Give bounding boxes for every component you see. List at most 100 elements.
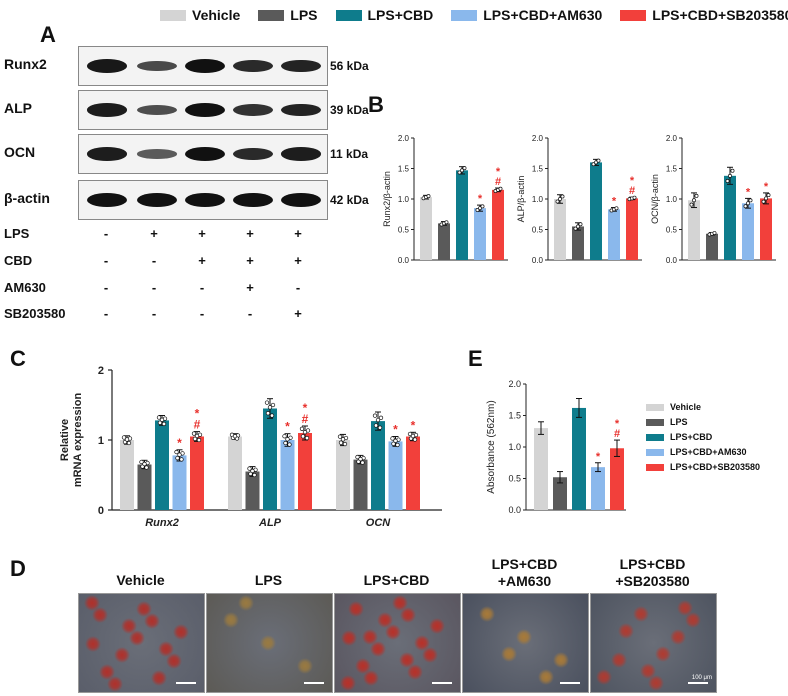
y-axis-label: Runx2/β-actin: [382, 171, 392, 227]
bar: [534, 428, 548, 510]
significance-mark: *: [285, 420, 290, 434]
bar: [706, 233, 718, 260]
bar: [371, 421, 385, 510]
significance-mark: #: [194, 418, 201, 432]
y-tick-label: 1.5: [666, 165, 678, 174]
y-tick-label: 1: [98, 435, 104, 447]
legend-swatch: [451, 9, 478, 21]
bar: [280, 440, 295, 510]
data-point: [743, 204, 748, 209]
data-point: [304, 435, 310, 441]
significance-mark: *: [411, 418, 416, 432]
bar: [388, 441, 403, 510]
legend-label: LPS: [670, 417, 688, 427]
legend-item: LPS: [646, 415, 786, 429]
data-point: [192, 436, 198, 442]
data-point: [426, 194, 431, 199]
data-point: [299, 426, 305, 431]
legend-label: LPS+CBD+SB203580: [652, 7, 788, 23]
data-point: [267, 405, 273, 410]
y-tick-label: 0.0: [532, 256, 544, 265]
treatment-label: SB203580: [4, 306, 66, 321]
scale-bar: [560, 682, 580, 684]
treatment-sign: -: [151, 253, 157, 268]
treatment-sign: +: [150, 226, 158, 241]
treatment-sign: -: [247, 306, 253, 321]
y-axis-label: ALP/β-actin: [516, 176, 526, 223]
bar: [438, 223, 450, 260]
kda-label: 42 kDa: [330, 193, 369, 207]
panel-d-label-line: LPS+CBD: [363, 572, 430, 588]
data-point: [390, 436, 395, 441]
legend-swatch: [160, 9, 186, 21]
treatment-sign: -: [295, 280, 301, 295]
panel-d-label-line: LPS+CBD: [491, 556, 558, 572]
bar: [724, 175, 736, 260]
legend-swatch: [620, 9, 647, 21]
data-point: [265, 411, 271, 416]
legend-swatch: [646, 433, 664, 441]
y-axis-label: OCN/β-actin: [650, 174, 660, 224]
data-point: [748, 198, 753, 203]
data-point: [746, 201, 750, 206]
data-point: [177, 452, 182, 457]
data-point: [194, 433, 200, 439]
data-point: [144, 465, 149, 470]
blot-band: [233, 147, 273, 161]
data-point: [302, 430, 308, 435]
bar: [245, 471, 260, 510]
data-point: [560, 194, 565, 199]
legend-item: LPS+CBD+AM630: [646, 445, 786, 459]
significance-mark: *: [393, 423, 398, 437]
staining-image: 100 μm: [590, 593, 717, 693]
bar: [456, 170, 468, 260]
legend-item: LPS+CBD+AM630: [451, 7, 602, 23]
data-point: [157, 420, 163, 425]
treatment-label: CBD: [4, 253, 33, 268]
blot-band: [185, 59, 225, 73]
bar: [298, 433, 312, 510]
data-point: [764, 196, 768, 201]
data-point: [232, 434, 238, 439]
panel-c-letter: C: [10, 346, 26, 371]
data-point: [395, 442, 400, 448]
legend-swatch: [335, 9, 362, 21]
data-point: [689, 202, 694, 207]
treatment-sign: +: [246, 253, 254, 268]
legend-item: LPS+CBD: [335, 7, 434, 23]
data-point: [594, 160, 598, 165]
y-tick-label: 2.0: [532, 134, 544, 143]
data-point: [124, 437, 130, 442]
data-point: [558, 197, 562, 201]
data-point: [372, 413, 378, 418]
legend-label: LPS+CBD: [367, 7, 434, 23]
panel-d-label: LPS: [206, 572, 331, 589]
data-point: [139, 459, 144, 465]
blot-label: ALP: [4, 100, 32, 116]
scale-bar: [176, 682, 196, 684]
blot-band: [233, 59, 273, 73]
data-point: [478, 206, 482, 211]
staining-image: [462, 593, 589, 693]
y-tick-label: 0: [98, 505, 104, 517]
data-point: [730, 168, 735, 173]
chart-e-legend: Vehicle LPS LPS+CBD LPS+CBD+AM630 LPS+CBD+SB…: [646, 400, 786, 475]
panel-d-label: LPS+CBD: [334, 572, 459, 589]
panel-d-label: Vehicle: [78, 572, 203, 589]
data-point: [156, 415, 162, 420]
data-point: [393, 438, 398, 443]
y-tick-label: 1.5: [532, 165, 544, 174]
legend-item: LPS: [258, 7, 318, 23]
kda-label: 39 kDa: [330, 103, 369, 117]
data-point: [248, 471, 253, 477]
treatment-sign: +: [198, 226, 206, 241]
y-tick-label: 0.5: [532, 226, 544, 235]
bar: [553, 477, 567, 510]
data-point: [591, 162, 596, 167]
treatment-sign: -: [151, 280, 157, 295]
data-point: [410, 433, 416, 439]
data-point: [270, 402, 276, 408]
data-point: [457, 170, 462, 175]
